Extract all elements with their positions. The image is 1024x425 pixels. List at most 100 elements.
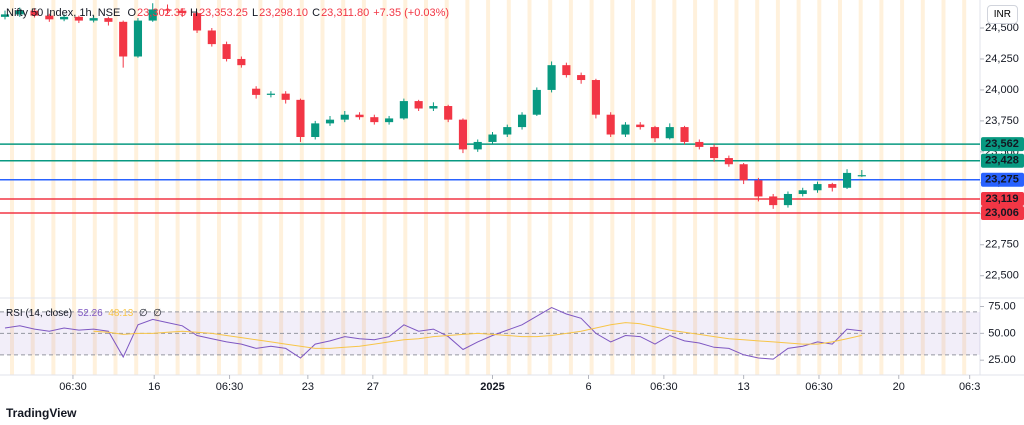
rsi-line — [4, 307, 862, 360]
session-stripe — [30, 0, 35, 375]
brand-logo[interactable]: TradingView — [6, 406, 77, 420]
candle-body — [355, 114, 364, 118]
session-stripe — [734, 0, 739, 375]
candle-body — [473, 141, 482, 150]
session-stripe — [651, 0, 656, 375]
candle-body — [680, 127, 689, 142]
candle-body — [488, 134, 497, 142]
session-stripe — [879, 0, 884, 375]
ohlc-value: 23,311.80 — [321, 7, 370, 19]
candle-body — [104, 18, 113, 22]
session-stripe — [10, 0, 14, 375]
candle-body — [429, 106, 438, 109]
candle-body — [710, 146, 719, 159]
candle-body — [798, 190, 807, 194]
rsi-ma-value: 48.13 — [108, 308, 134, 319]
level-label: 23,275 — [985, 174, 1019, 186]
candle-body — [30, 10, 39, 16]
y-tick-label: 24,500 — [985, 22, 1019, 34]
rsi-tick-label: 50.00 — [988, 327, 1016, 339]
candle-body — [414, 101, 423, 109]
session-stripe — [548, 0, 553, 375]
y-tick-label: 24,000 — [985, 84, 1019, 96]
candle-body — [577, 75, 586, 81]
candle-body — [163, 9, 172, 11]
currency-button[interactable]: INR — [986, 5, 1018, 24]
candle-body — [857, 175, 866, 177]
session-stripe — [858, 0, 863, 375]
candle-body — [222, 44, 231, 59]
session-stripe — [941, 0, 946, 375]
candle-body — [754, 180, 763, 197]
session-stripe — [631, 0, 635, 375]
session-stripe — [134, 0, 139, 375]
candle-body — [237, 58, 246, 66]
x-tick-label: 06:30 — [805, 381, 833, 393]
session-stripe — [424, 0, 428, 375]
x-tick-label: 2025 — [480, 381, 504, 393]
candle-body — [89, 18, 98, 21]
x-tick-label: 27 — [367, 381, 379, 393]
session-stripe — [527, 0, 532, 375]
x-tick-label: 06:30 — [216, 381, 244, 393]
session-stripe — [217, 0, 221, 375]
session-stripe — [237, 0, 242, 375]
session-stripe — [568, 0, 573, 375]
level-label-box — [981, 172, 1024, 187]
candle-body — [547, 65, 556, 90]
session-stripe — [506, 0, 511, 375]
session-stripe — [838, 0, 842, 375]
candle-body — [148, 9, 157, 21]
ohlc-key: H — [190, 7, 198, 19]
session-stripe — [589, 0, 594, 375]
level-label: 23,428 — [985, 155, 1019, 167]
session-stripe — [465, 0, 470, 375]
candle-body — [739, 164, 748, 181]
rsi-header: RSI (14, close) 52.26 48.13 ∅ ∅ — [6, 308, 162, 319]
y-tick-label: 22,750 — [985, 239, 1019, 251]
rsi-line — [93, 322, 862, 349]
candle-body — [444, 106, 453, 120]
ohlc-value: 23,353.25 — [198, 7, 248, 19]
candle-body — [665, 127, 674, 139]
ohlc-key: L — [251, 7, 259, 19]
x-tick-label: 23 — [302, 381, 314, 393]
rsi-tick-label: 75.00 — [988, 300, 1016, 312]
session-stripe — [900, 0, 905, 375]
session-stripe — [713, 0, 718, 375]
session-stripe — [51, 0, 56, 375]
candle-body — [252, 88, 261, 95]
x-tick-label: 06:30 — [59, 381, 87, 393]
level-label-box — [981, 153, 1024, 168]
session-stripe — [92, 0, 97, 375]
candle-body — [281, 93, 290, 100]
candle-body — [266, 93, 275, 95]
session-stripe — [361, 0, 366, 375]
x-tick-label: 16 — [148, 381, 160, 393]
level-label-box — [981, 206, 1024, 221]
session-stripe — [962, 0, 967, 375]
session-stripe — [175, 0, 180, 375]
candle-body — [207, 30, 216, 45]
candle-body — [842, 172, 852, 188]
session-stripe — [796, 0, 801, 375]
x-tick-label: 06:30 — [650, 381, 678, 393]
y-tick-label: 24,250 — [985, 53, 1019, 65]
candle-body — [399, 101, 408, 119]
x-tick-label: 13 — [738, 381, 750, 393]
ohlc-key: C — [312, 7, 321, 19]
candle-body — [783, 193, 793, 206]
level-label-box — [981, 192, 1024, 207]
session-stripe — [444, 0, 449, 375]
candle-body — [458, 119, 468, 150]
session-stripe — [403, 0, 408, 375]
candle-body — [385, 118, 394, 123]
candle-body — [621, 124, 630, 135]
session-stripe — [775, 0, 780, 375]
candle-body — [340, 114, 349, 120]
candle-body — [724, 158, 733, 165]
ohlc-value: 23,302.35 — [137, 7, 186, 19]
session-stripe — [258, 0, 263, 375]
